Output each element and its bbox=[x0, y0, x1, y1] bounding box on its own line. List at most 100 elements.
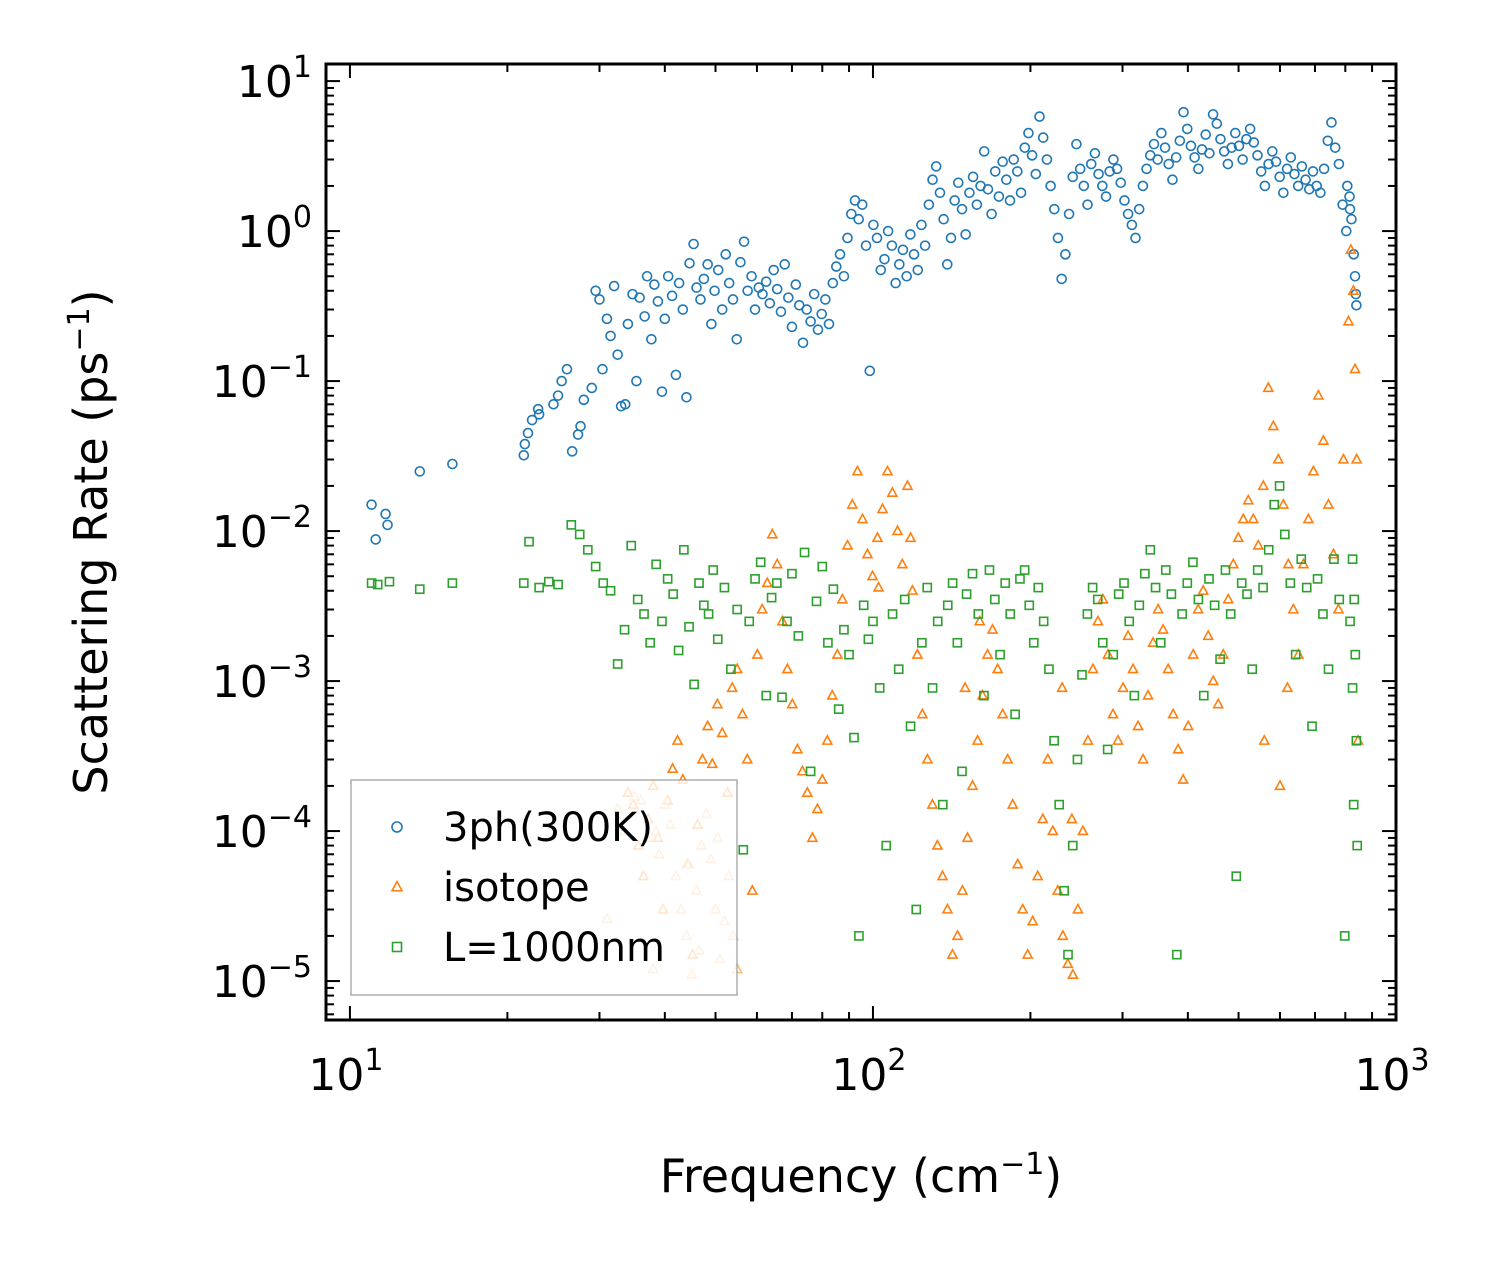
data-point bbox=[893, 664, 904, 675]
data-point bbox=[916, 707, 929, 719]
data-point bbox=[757, 288, 768, 300]
data-point bbox=[590, 561, 601, 572]
data-point bbox=[760, 276, 772, 287]
data-point bbox=[799, 547, 810, 558]
data-point bbox=[1332, 602, 1345, 614]
data-point bbox=[1031, 869, 1044, 881]
data-point bbox=[820, 294, 831, 305]
data-point bbox=[1318, 163, 1330, 175]
data-point bbox=[1019, 142, 1031, 153]
data-point bbox=[904, 531, 917, 543]
data-point bbox=[842, 232, 853, 244]
data-point bbox=[694, 578, 704, 588]
data-point bbox=[1342, 314, 1355, 326]
data-point bbox=[656, 386, 668, 397]
data-point bbox=[1237, 512, 1250, 524]
data-point bbox=[866, 569, 879, 581]
data-point bbox=[746, 270, 757, 282]
data-point bbox=[1226, 142, 1237, 153]
data-point bbox=[1207, 109, 1219, 120]
data-point bbox=[1200, 129, 1212, 140]
data-point bbox=[1078, 180, 1090, 192]
data-point bbox=[1269, 499, 1280, 510]
x-axis-title: Frequency (cm−1) bbox=[660, 1147, 1063, 1203]
data-point bbox=[726, 664, 736, 675]
data-point bbox=[856, 199, 868, 210]
data-point bbox=[772, 578, 782, 588]
data-point bbox=[1312, 574, 1323, 584]
data-point bbox=[666, 290, 678, 302]
data-point bbox=[1097, 180, 1108, 192]
data-point bbox=[901, 270, 912, 282]
data-point bbox=[1341, 225, 1352, 237]
data-point bbox=[634, 292, 645, 303]
data-point bbox=[1198, 690, 1209, 701]
data-point bbox=[738, 844, 749, 855]
data-point bbox=[946, 948, 959, 959]
data-point bbox=[1230, 127, 1241, 139]
data-point bbox=[921, 752, 934, 764]
data-point bbox=[1102, 648, 1114, 659]
data-point bbox=[712, 264, 724, 276]
data-point bbox=[1119, 195, 1130, 206]
data-point bbox=[534, 582, 544, 593]
data-point bbox=[1347, 554, 1358, 564]
data-point bbox=[1348, 799, 1359, 810]
data-point bbox=[1015, 187, 1027, 199]
data-point bbox=[1147, 636, 1159, 647]
data-point bbox=[1163, 158, 1175, 170]
data-point bbox=[911, 648, 924, 659]
data-point bbox=[861, 547, 874, 559]
data-point bbox=[986, 623, 999, 634]
data-point bbox=[805, 766, 816, 777]
data-point bbox=[1287, 602, 1300, 614]
data-point bbox=[1167, 707, 1179, 719]
data-point bbox=[1071, 138, 1082, 150]
data-point bbox=[808, 288, 820, 300]
data-point bbox=[961, 831, 974, 843]
data-point bbox=[1281, 681, 1294, 693]
data-point bbox=[1274, 779, 1286, 791]
data-point bbox=[806, 831, 819, 843]
data-point bbox=[1211, 118, 1223, 129]
data-point bbox=[1247, 512, 1260, 524]
data-point bbox=[673, 645, 684, 656]
data-point bbox=[801, 786, 814, 797]
data-point bbox=[1049, 735, 1059, 746]
data-point bbox=[670, 369, 682, 381]
data-point bbox=[1104, 166, 1115, 177]
data-point bbox=[879, 253, 890, 265]
data-point bbox=[594, 294, 605, 305]
data-point bbox=[864, 365, 876, 377]
data-point bbox=[796, 764, 809, 776]
data-point bbox=[1236, 578, 1247, 588]
data-point bbox=[854, 931, 864, 941]
data-point bbox=[706, 318, 717, 330]
data-point bbox=[923, 199, 935, 210]
data-point bbox=[1092, 614, 1104, 626]
data-point bbox=[949, 195, 960, 206]
data-point bbox=[1182, 719, 1194, 731]
data-point bbox=[1339, 931, 1350, 941]
data-point bbox=[1197, 584, 1210, 595]
data-point bbox=[942, 600, 953, 611]
data-point bbox=[967, 568, 978, 579]
data-point bbox=[1162, 662, 1174, 674]
data-point bbox=[1023, 127, 1034, 139]
data-point bbox=[612, 659, 623, 669]
data-point bbox=[858, 600, 869, 611]
data-point bbox=[639, 311, 650, 322]
data-point bbox=[552, 390, 564, 401]
data-point bbox=[828, 584, 839, 595]
data-point bbox=[519, 438, 531, 450]
data-point bbox=[1112, 734, 1124, 745]
data-point bbox=[816, 773, 829, 784]
data-point bbox=[996, 707, 1009, 719]
data-point bbox=[1315, 187, 1326, 199]
data-point bbox=[821, 734, 834, 745]
data-point bbox=[698, 273, 710, 285]
y-tick-label: 10−4 bbox=[212, 800, 312, 858]
data-point bbox=[768, 264, 780, 276]
data-point bbox=[771, 557, 784, 569]
